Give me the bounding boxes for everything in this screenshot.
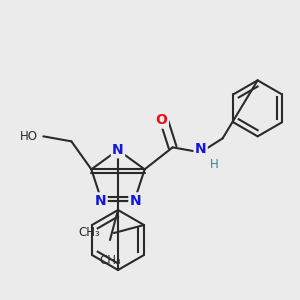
Text: H: H <box>210 158 219 171</box>
Text: HO: HO <box>20 130 38 143</box>
Text: O: O <box>156 113 168 127</box>
Text: CH₃: CH₃ <box>99 254 121 267</box>
Text: N: N <box>195 142 206 156</box>
Text: N: N <box>130 194 141 208</box>
Text: N: N <box>112 143 124 157</box>
Text: N: N <box>95 194 106 208</box>
Text: CH₃: CH₃ <box>78 226 100 239</box>
